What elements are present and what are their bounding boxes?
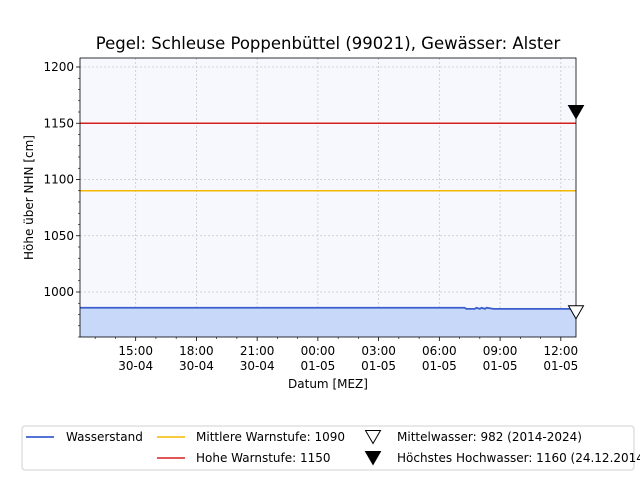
x-tick-label-time: 09:00 [483, 344, 518, 358]
x-axis: 15:0030-0418:0030-0421:0030-0400:0001-05… [94, 337, 579, 373]
plot-frame [79, 57, 577, 338]
x-tick-label-time: 18:00 [179, 344, 214, 358]
x-tick-label-time: 03:00 [361, 344, 396, 358]
x-axis-label: Datum [MEZ] [288, 377, 368, 391]
water-level-area [80, 307, 576, 337]
x-tick-label-date: 01-05 [300, 359, 335, 373]
legend-label-highest-flood: Höchstes Hochwasser: 1160 (24.12.2014) [397, 451, 640, 465]
legend-label-water-level: Wasserstand [66, 430, 143, 444]
chart-title: Pegel: Schleuse Poppenbüttel (99021), Ge… [96, 34, 561, 53]
mean-water-marker [567, 305, 585, 320]
legend-label-mean-water: Mittelwasser: 982 (2014-2024) [397, 430, 582, 444]
x-tick-label-date: 30-04 [179, 359, 214, 373]
y-tick-label: 1200 [43, 60, 74, 74]
x-tick-label-date: 01-05 [361, 359, 396, 373]
legend-swatch-highest-flood [364, 451, 382, 466]
legend: Wasserstand Mittlere Warnstufe: 1090 Hohe … [21, 425, 640, 471]
y-axis-label: Höhe über NHN [cm] [22, 135, 36, 260]
x-tick-label-time: 21:00 [240, 344, 275, 358]
x-tick-label-date: 01-05 [483, 359, 518, 373]
x-tick-label-date: 01-05 [422, 359, 457, 373]
x-tick-label-time: 15:00 [118, 344, 153, 358]
x-tick-label-date: 30-04 [118, 359, 153, 373]
highest-flood-marker [567, 105, 585, 120]
y-tick-label: 1150 [43, 116, 74, 130]
x-tick-label-time: 12:00 [544, 344, 579, 358]
x-tick-label-time: 06:00 [422, 344, 457, 358]
y-tick-label: 1000 [43, 285, 74, 299]
x-tick-label-date: 30-04 [240, 359, 275, 373]
series-layer [80, 306, 576, 337]
plot-area [80, 58, 576, 337]
legend-label-high-warning: Hohe Warnstufe: 1150 [196, 451, 331, 465]
y-tick-label: 1100 [43, 173, 74, 187]
legend-label-mid-warning: Mittlere Warnstufe: 1090 [196, 430, 345, 444]
legend-swatch-mean-water [364, 430, 382, 445]
x-tick-label-time: 00:00 [301, 344, 336, 358]
y-axis: 1000 1050 1100 1150 1200 [43, 60, 80, 338]
water-level-line [80, 306, 576, 310]
y-tick-label: 1050 [43, 229, 74, 243]
marker-layer [567, 105, 585, 320]
x-tick-label-date: 01-05 [543, 359, 578, 373]
threshold-layer [80, 122, 576, 192]
